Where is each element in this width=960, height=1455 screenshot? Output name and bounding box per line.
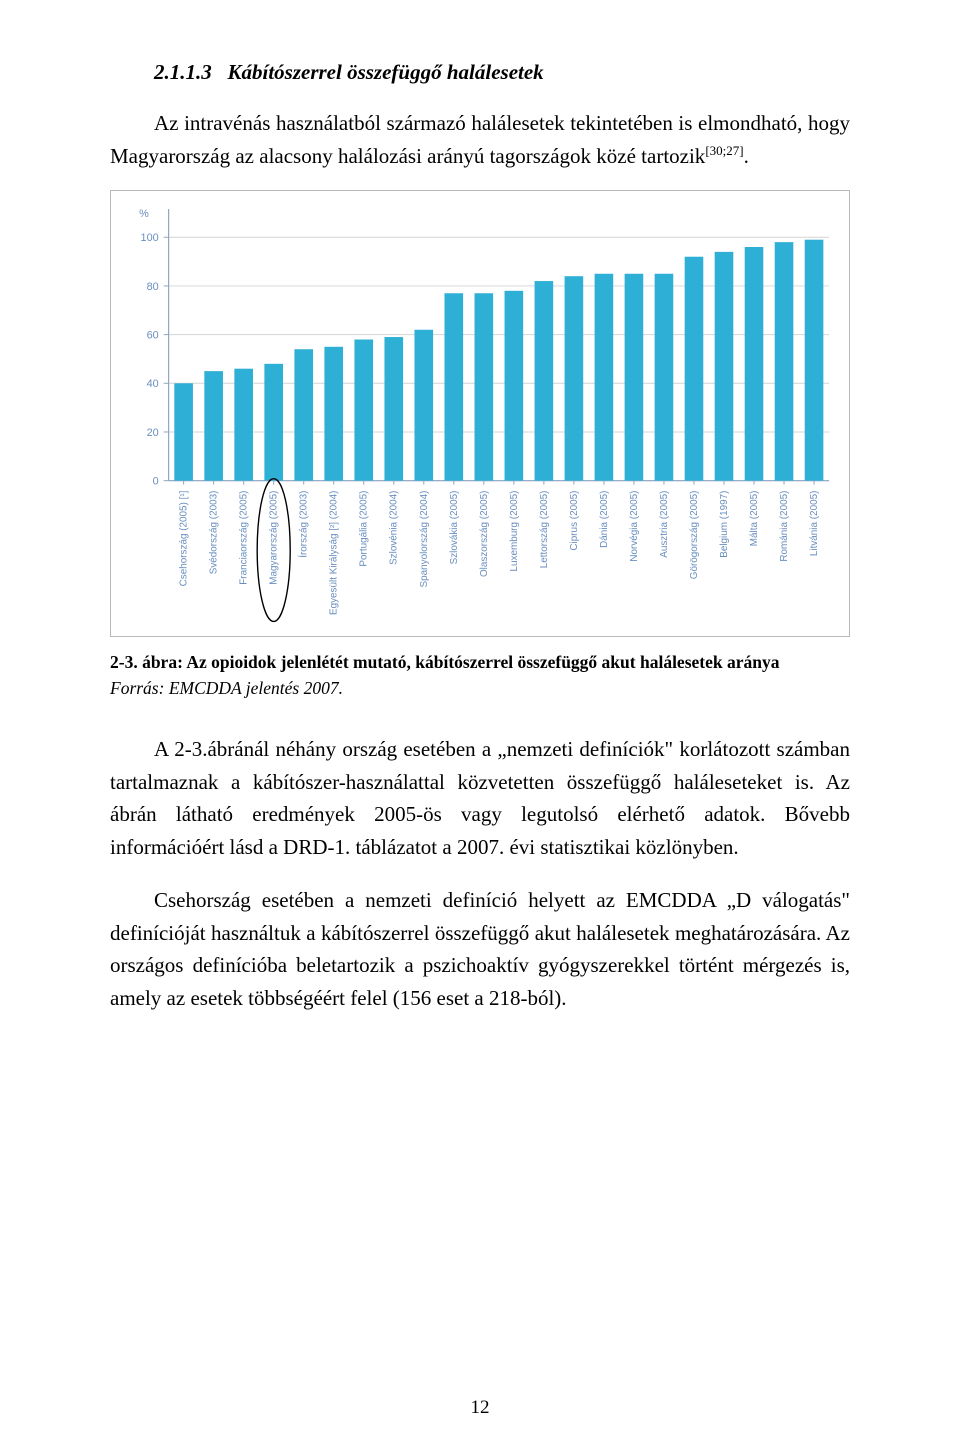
chart-container: 0 20 40 60 80 100% Csehország (2005) [¹] Svédor…: [110, 190, 850, 636]
svg-text:Málta (2005): Málta (2005): [749, 491, 760, 547]
svg-text:Szlovákia (2005): Szlovákia (2005): [449, 491, 460, 565]
svg-text:Franciaország (2005): Franciaország (2005): [239, 491, 250, 585]
svg-text:Spanyolország (2004): Spanyolország (2004): [419, 491, 430, 588]
svg-text:Portugália (2005): Portugália (2005): [359, 491, 370, 567]
svg-text:40: 40: [147, 378, 159, 390]
svg-text:Norvégia (2005): Norvégia (2005): [629, 491, 640, 562]
figure-source: Forrás: EMCDDA jelentés 2007.: [110, 678, 850, 699]
svg-text:100: 100: [141, 232, 159, 244]
svg-text:Olaszország (2005): Olaszország (2005): [479, 491, 490, 577]
svg-text:%: %: [139, 208, 149, 220]
paragraph-2: A 2-3.ábránál néhány ország esetében a „…: [110, 733, 850, 863]
svg-text:Magyarország (2005): Magyarország (2005): [269, 491, 280, 585]
svg-text:Csehország (2005) [¹]: Csehország (2005) [¹]: [179, 490, 190, 586]
svg-text:Luxemburg (2005): Luxemburg (2005): [509, 491, 520, 572]
svg-text:Görögország (2005): Görögország (2005): [689, 491, 700, 580]
svg-text:Románia (2005): Románia (2005): [779, 491, 790, 562]
section-title-text: Kábítószerrel összefüggő halálesetek: [228, 60, 544, 84]
page: 2.1.1.3 Kábítószerrel összefüggő haláles…: [0, 0, 960, 1455]
svg-text:Írország (2003): Írország (2003): [299, 491, 310, 558]
svg-text:Egyesült Királyság [²] (2004): Egyesült Királyság [²] (2004): [329, 491, 340, 615]
svg-text:Ausztria (2005): Ausztria (2005): [659, 491, 670, 558]
bar-chart: 0 20 40 60 80 100% Csehország (2005) [¹] Svédor…: [123, 203, 837, 629]
svg-text:0: 0: [153, 476, 159, 488]
svg-text:Svédország (2003): Svédország (2003): [209, 491, 220, 575]
figure-caption: 2-3. ábra: Az opioidok jelenlétét mutató…: [110, 651, 850, 675]
svg-text:80: 80: [147, 281, 159, 293]
page-number: 12: [0, 1397, 960, 1419]
citation-sup: [30;27]: [705, 143, 743, 158]
section-heading: 2.1.1.3 Kábítószerrel összefüggő haláles…: [110, 60, 850, 85]
paragraph-3: Csehország esetében a nemzeti definíció …: [110, 884, 850, 1014]
svg-text:Lettország (2005): Lettország (2005): [539, 491, 550, 569]
svg-text:Dánia (2005): Dánia (2005): [599, 491, 610, 548]
svg-text:Litvánia (2005): Litvánia (2005): [809, 491, 820, 557]
svg-text:Ciprus (2005): Ciprus (2005): [569, 491, 580, 551]
section-number: 2.1.1.3: [154, 60, 212, 84]
svg-text:20: 20: [147, 427, 159, 439]
svg-text:60: 60: [147, 330, 159, 342]
svg-text:Szlovénia (2004): Szlovénia (2004): [389, 491, 400, 565]
svg-text:Belgium (1997): Belgium (1997): [719, 491, 730, 558]
paragraph-1: Az intravénás használatból származó halá…: [110, 107, 850, 172]
